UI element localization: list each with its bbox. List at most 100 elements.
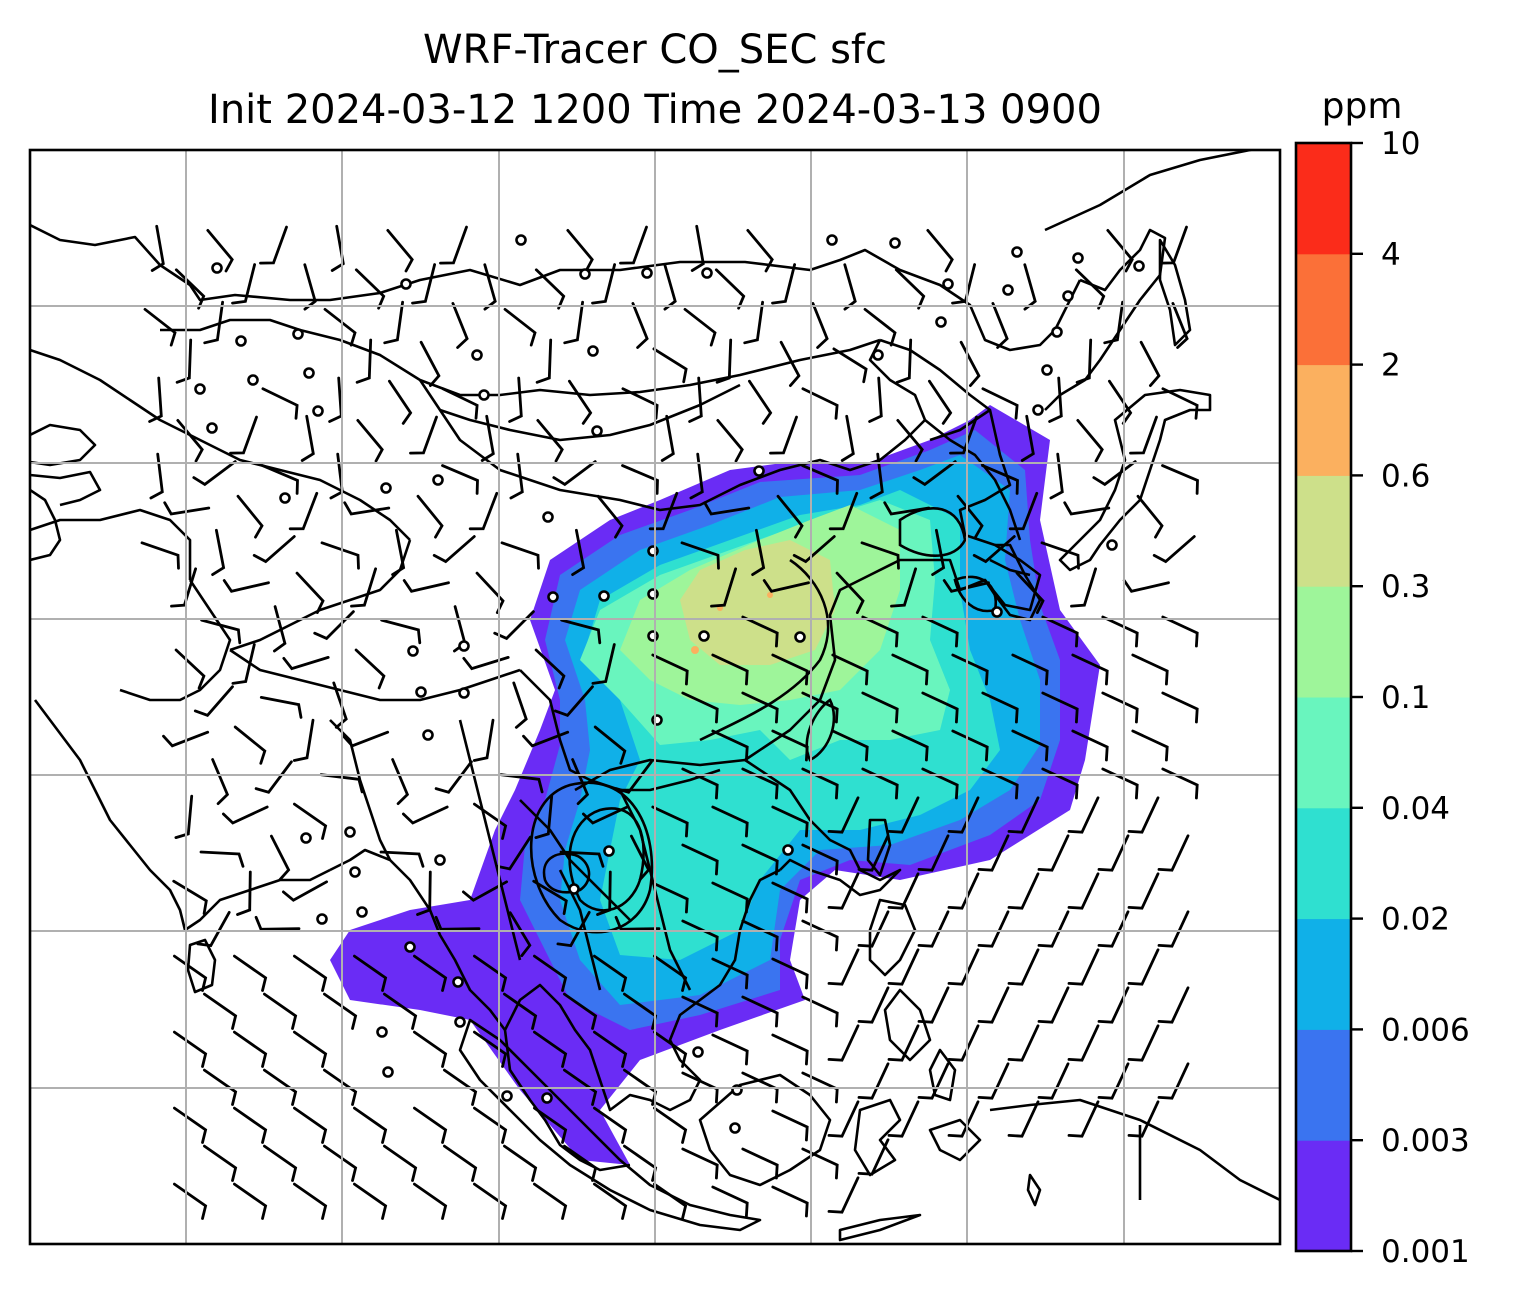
wind-barb bbox=[409, 415, 438, 455]
wind-barb bbox=[533, 1106, 568, 1144]
wind-barb bbox=[500, 541, 540, 570]
wind-barb bbox=[534, 794, 554, 839]
wind-barb bbox=[1071, 653, 1109, 686]
wind-barb bbox=[832, 347, 868, 384]
wind-barb bbox=[801, 995, 839, 1028]
wind-barb bbox=[1067, 1024, 1100, 1062]
wind-barb bbox=[295, 571, 325, 614]
wind-barb bbox=[887, 872, 920, 910]
colorbar-swatch bbox=[1296, 586, 1351, 698]
colorbar-tick-label: 0.02 bbox=[1381, 902, 1450, 938]
wind-barb bbox=[323, 1144, 358, 1182]
wind-barb bbox=[1049, 452, 1064, 500]
wind-barb bbox=[236, 494, 264, 539]
wind-barb bbox=[413, 954, 448, 992]
chart-title-line2: Init 2024-03-12 1200 Time 2024-03-13 090… bbox=[208, 87, 1102, 133]
wind-barb bbox=[508, 376, 523, 423]
coastline-sumatra-java bbox=[458, 1018, 762, 1232]
wind-barb bbox=[354, 268, 386, 310]
wind-barb bbox=[536, 419, 564, 463]
wind-barb bbox=[343, 501, 391, 516]
wind-barb bbox=[887, 1024, 920, 1062]
calm-wind-marker bbox=[404, 941, 416, 953]
wind-barb bbox=[1127, 1100, 1160, 1138]
wind-barb bbox=[472, 718, 495, 762]
wind-barb bbox=[254, 760, 293, 794]
wind-barb bbox=[949, 415, 978, 455]
wind-barb bbox=[977, 986, 1010, 1024]
wind-barb bbox=[1037, 1062, 1070, 1100]
wind-barb bbox=[533, 1182, 568, 1220]
wind-barb bbox=[175, 338, 193, 384]
plume-level-8-spot bbox=[767, 592, 773, 598]
wind-barb bbox=[222, 579, 270, 593]
border-himalaya bbox=[229, 648, 521, 702]
wind-barb bbox=[680, 541, 720, 570]
wind-barb bbox=[981, 387, 1019, 420]
wind-barb bbox=[1092, 460, 1137, 487]
wind-barb bbox=[503, 992, 538, 1030]
wind-barb bbox=[828, 491, 859, 531]
wind-barb bbox=[1157, 1062, 1190, 1100]
calm-wind-marker bbox=[1011, 246, 1023, 258]
colorbar-tick-label: 0.04 bbox=[1381, 791, 1450, 827]
wind-barb bbox=[1103, 300, 1124, 345]
wind-barb bbox=[1161, 615, 1199, 648]
colorbar-unit-label: ppm bbox=[1322, 86, 1403, 127]
wind-barb bbox=[771, 1109, 809, 1142]
wind-barb bbox=[1041, 691, 1079, 724]
wind-barb bbox=[771, 805, 809, 838]
border-central-asia bbox=[30, 348, 411, 541]
wind-barb bbox=[434, 915, 481, 931]
border-myanmar bbox=[329, 719, 522, 961]
coastline-sulawesi bbox=[853, 1098, 902, 1177]
wind-barb bbox=[319, 773, 364, 794]
calm-wind-marker bbox=[422, 729, 434, 741]
wind-barb bbox=[651, 653, 689, 686]
wind-barb bbox=[1007, 948, 1040, 986]
wind-barb bbox=[172, 879, 208, 915]
calm-wind-marker bbox=[647, 545, 659, 557]
wind-barb bbox=[330, 224, 345, 272]
wind-barb bbox=[203, 1144, 238, 1182]
wind-barb bbox=[203, 1068, 238, 1106]
wind-barb bbox=[1161, 387, 1199, 420]
calm-wind-marker bbox=[349, 866, 361, 878]
wind-barb bbox=[391, 758, 410, 805]
wind-barb bbox=[356, 419, 384, 463]
wind-barb bbox=[495, 835, 532, 871]
calm-wind-marker bbox=[641, 267, 653, 279]
wind-barb bbox=[211, 758, 230, 805]
wind-barb bbox=[771, 1185, 809, 1218]
wind-barb bbox=[947, 1100, 980, 1138]
wind-barb bbox=[559, 850, 605, 868]
wind-barb bbox=[263, 1144, 298, 1182]
coastline-japan bbox=[1058, 388, 1212, 572]
calm-wind-marker bbox=[698, 630, 710, 642]
calm-wind-marker bbox=[647, 588, 659, 600]
wind-barb bbox=[1007, 1100, 1040, 1138]
wind-barb bbox=[196, 911, 231, 948]
wind-barb bbox=[741, 919, 779, 952]
wind-barb bbox=[981, 691, 1019, 724]
colorbar-swatch bbox=[1296, 807, 1351, 920]
wind-barb bbox=[714, 268, 746, 310]
wind-barb bbox=[660, 414, 675, 462]
calm-wind-marker bbox=[515, 234, 527, 246]
wind-barb bbox=[1131, 729, 1169, 762]
calm-wind-marker bbox=[731, 1084, 743, 1096]
wind-barb bbox=[533, 954, 568, 992]
calm-wind-marker bbox=[380, 482, 392, 494]
wind-barb bbox=[947, 796, 980, 834]
wind-barb bbox=[568, 379, 593, 425]
wind-barb bbox=[614, 915, 661, 931]
wind-barb bbox=[1067, 796, 1100, 834]
wind-barb bbox=[411, 263, 436, 305]
wind-barb bbox=[741, 995, 779, 1028]
coastline-philippines bbox=[868, 898, 957, 1102]
wind-barb bbox=[380, 618, 422, 645]
coastline-northwest bbox=[30, 423, 102, 507]
wind-barb bbox=[350, 567, 377, 608]
wind-barb bbox=[1037, 910, 1070, 948]
wind-barb bbox=[771, 881, 809, 914]
